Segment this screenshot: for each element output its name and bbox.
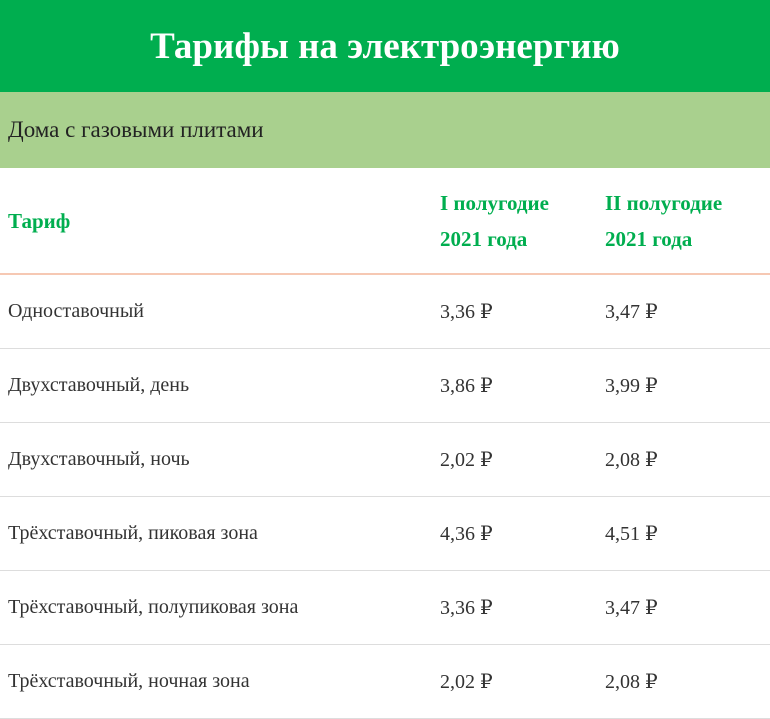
table-cell: 3,99 ₽ bbox=[597, 348, 770, 423]
table-cell: 2,02 ₽ bbox=[432, 422, 597, 497]
table-cell: Двухставочный, день bbox=[0, 348, 432, 423]
table-cell: Одноставочный bbox=[0, 274, 432, 349]
table-row: Трёхставочный, пиковая зона 4,36 ₽4,51 ₽ bbox=[0, 496, 770, 571]
section-title: Дома с газовыми плитами bbox=[0, 92, 770, 168]
column-header-text: II полугодие 2021 года bbox=[605, 190, 723, 251]
page-title: Тарифы на электроэнергию bbox=[0, 0, 770, 92]
table-cell: 3,36 ₽ bbox=[432, 274, 597, 349]
table-cell: 3,47 ₽ bbox=[597, 570, 770, 645]
table-cell: Трёхставочный, пиковая зона bbox=[0, 496, 432, 571]
table-row: Одноставочный 3,36 ₽3,47 ₽ bbox=[0, 274, 770, 349]
tariff-table: Тариф I полугодие 2021 года II полугодие 2… bbox=[0, 168, 770, 719]
table-cell: 3,36 ₽ bbox=[432, 570, 597, 645]
table-row: Двухставочный, день 3,86 ₽3,99 ₽ bbox=[0, 348, 770, 423]
table-cell: 2,08 ₽ bbox=[597, 644, 770, 719]
table-row: Трёхставочный, полупиковая зона 3,36 ₽3,4… bbox=[0, 570, 770, 645]
table-body: Одноставочный 3,36 ₽3,47 ₽ Двухставочный, … bbox=[0, 274, 770, 719]
table-cell: 3,86 ₽ bbox=[432, 348, 597, 423]
table-row: Двухставочный, ночь 2,02 ₽2,08 ₽ bbox=[0, 422, 770, 497]
table-cell: 4,36 ₽ bbox=[432, 496, 597, 571]
column-header: I полугодие 2021 года bbox=[432, 168, 597, 275]
table-cell: Двухставочный, ночь bbox=[0, 422, 432, 497]
table-cell: 3,47 ₽ bbox=[597, 274, 770, 349]
header-row: Тариф I полугодие 2021 года II полугодие 2… bbox=[0, 168, 770, 275]
column-header-text: I полугодие 2021 года bbox=[440, 190, 549, 251]
column-header: II полугодие 2021 года bbox=[597, 168, 770, 275]
table-row: Трёхставочный, ночная зона 2,02 ₽2,08 ₽ bbox=[0, 644, 770, 719]
table-cell: 2,02 ₽ bbox=[432, 644, 597, 719]
column-header: Тариф bbox=[0, 168, 432, 275]
table-cell: Трёхставочный, полупиковая зона bbox=[0, 570, 432, 645]
table-cell: 4,51 ₽ bbox=[597, 496, 770, 571]
column-header-text: Тариф bbox=[8, 208, 71, 233]
table-cell: 2,08 ₽ bbox=[597, 422, 770, 497]
table-cell: Трёхставочный, ночная зона bbox=[0, 644, 432, 719]
